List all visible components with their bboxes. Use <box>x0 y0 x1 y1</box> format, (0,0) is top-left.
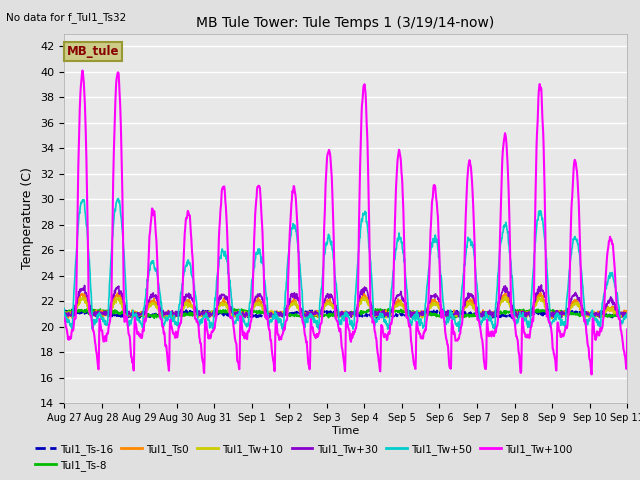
Tul1_Ts0 <box>148 298 156 303</box>
Tul1_Tw+50 <box>148 259 156 264</box>
Tul1_Ts0 <box>479 311 486 316</box>
Tul1_Tw+50 <box>280 329 287 335</box>
Line: Tul1_Tw+50: Tul1_Tw+50 <box>64 199 627 332</box>
Text: MB_tule: MB_tule <box>67 45 119 58</box>
Tul1_Ts-8 <box>479 312 487 318</box>
Tul1_Tw+10 <box>320 305 328 311</box>
Tul1_Ts0 <box>320 304 328 310</box>
Tul1_Ts-8 <box>562 309 570 314</box>
Tul1_Ts-16 <box>479 312 486 318</box>
Tul1_Tw+10 <box>623 311 631 317</box>
Tul1_Ts-8 <box>150 315 158 321</box>
Line: Tul1_Tw+30: Tul1_Tw+30 <box>64 285 627 319</box>
Tul1_Ts-16 <box>623 312 631 317</box>
Tul1_Ts0 <box>331 306 339 312</box>
Line: Tul1_Ts-8: Tul1_Ts-8 <box>64 309 627 318</box>
Tul1_Tw+30 <box>623 311 631 317</box>
Tul1_Tw+10 <box>60 311 68 316</box>
Tul1_Tw+100 <box>60 315 68 321</box>
Tul1_Tw+30 <box>331 300 339 306</box>
Tul1_Tw+100 <box>588 372 595 377</box>
Tul1_Tw+50 <box>479 316 487 322</box>
Tul1_Tw+30 <box>479 309 486 314</box>
Tul1_Ts-8 <box>372 306 380 312</box>
Tul1_Tw+10 <box>148 300 156 306</box>
Tul1_Ts-16 <box>509 315 516 321</box>
Tul1_Ts-16 <box>332 311 339 317</box>
Tul1_Tw+100 <box>479 341 486 347</box>
Title: MB Tule Tower: Tule Temps 1 (3/19/14-now): MB Tule Tower: Tule Temps 1 (3/19/14-now… <box>196 16 495 30</box>
Tul1_Tw+50 <box>562 325 570 331</box>
Tul1_Tw+50 <box>617 322 625 328</box>
Tul1_Tw+30 <box>538 282 545 288</box>
Y-axis label: Temperature (C): Temperature (C) <box>22 168 35 269</box>
Line: Tul1_Tw+10: Tul1_Tw+10 <box>64 296 627 318</box>
Tul1_Tw+10 <box>617 312 625 318</box>
Tul1_Ts-16 <box>204 307 211 312</box>
Tul1_Tw+10 <box>562 309 570 315</box>
Tul1_Tw+50 <box>60 305 68 311</box>
Tul1_Tw+100 <box>561 327 569 333</box>
Line: Tul1_Ts-16: Tul1_Ts-16 <box>64 310 627 318</box>
Tul1_Tw+10 <box>419 315 426 321</box>
Tul1_Tw+10 <box>501 293 509 299</box>
Tul1_Tw+100 <box>148 206 156 212</box>
Tul1_Tw+10 <box>479 310 486 316</box>
Tul1_Ts-8 <box>617 312 625 318</box>
Tul1_Ts-8 <box>60 309 68 314</box>
Tul1_Ts-16 <box>60 310 68 315</box>
Tul1_Tw+50 <box>332 278 339 284</box>
X-axis label: Time: Time <box>332 426 359 436</box>
Tul1_Ts0 <box>548 316 556 322</box>
Tul1_Ts-16 <box>148 313 156 319</box>
Tul1_Ts-8 <box>148 314 156 320</box>
Text: No data for f_Tul1_Ts32: No data for f_Tul1_Ts32 <box>6 12 127 23</box>
Tul1_Tw+100 <box>79 68 86 73</box>
Tul1_Tw+50 <box>623 311 631 317</box>
Tul1_Ts0 <box>617 312 625 318</box>
Tul1_Tw+30 <box>617 312 625 317</box>
Tul1_Tw+100 <box>617 326 625 332</box>
Tul1_Ts-16 <box>562 310 570 316</box>
Tul1_Tw+100 <box>321 216 328 222</box>
Tul1_Ts-8 <box>321 312 328 318</box>
Tul1_Ts-8 <box>623 312 631 318</box>
Tul1_Tw+30 <box>445 316 452 322</box>
Tul1_Tw+30 <box>320 300 328 305</box>
Tul1_Tw+100 <box>332 308 339 314</box>
Tul1_Tw+50 <box>115 196 122 202</box>
Tul1_Ts-16 <box>321 308 328 314</box>
Legend: Tul1_Ts-16, Tul1_Ts-8, Tul1_Ts0, Tul1_Tw+10, Tul1_Tw+30, Tul1_Tw+50, Tul1_Tw+100: Tul1_Ts-16, Tul1_Ts-8, Tul1_Ts0, Tul1_Tw… <box>31 439 577 475</box>
Tul1_Ts0 <box>623 311 631 317</box>
Tul1_Tw+50 <box>321 251 329 257</box>
Tul1_Tw+30 <box>562 310 570 315</box>
Tul1_Tw+30 <box>148 294 156 300</box>
Tul1_Tw+30 <box>60 312 68 318</box>
Tul1_Ts0 <box>60 313 68 319</box>
Line: Tul1_Ts0: Tul1_Ts0 <box>64 293 627 319</box>
Tul1_Ts-8 <box>332 314 339 320</box>
Tul1_Ts-16 <box>617 313 625 319</box>
Tul1_Tw+100 <box>623 326 631 332</box>
Line: Tul1_Tw+100: Tul1_Tw+100 <box>64 71 627 374</box>
Tul1_Ts0 <box>537 290 545 296</box>
Tul1_Tw+10 <box>331 307 339 312</box>
Tul1_Ts0 <box>562 311 570 317</box>
